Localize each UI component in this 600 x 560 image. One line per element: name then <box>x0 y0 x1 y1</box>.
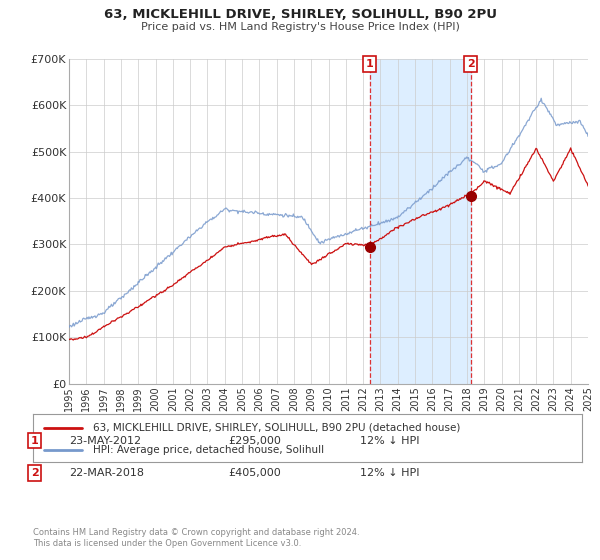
Text: 12% ↓ HPI: 12% ↓ HPI <box>360 436 419 446</box>
Text: 23-MAY-2012: 23-MAY-2012 <box>69 436 141 446</box>
Text: 63, MICKLEHILL DRIVE, SHIRLEY, SOLIHULL, B90 2PU (detached house): 63, MICKLEHILL DRIVE, SHIRLEY, SOLIHULL,… <box>94 423 461 433</box>
Text: 2: 2 <box>31 468 38 478</box>
Text: Contains HM Land Registry data © Crown copyright and database right 2024.
This d: Contains HM Land Registry data © Crown c… <box>33 528 359 548</box>
Text: HPI: Average price, detached house, Solihull: HPI: Average price, detached house, Soli… <box>94 445 325 455</box>
Text: £405,000: £405,000 <box>228 468 281 478</box>
Text: £295,000: £295,000 <box>228 436 281 446</box>
Text: 1: 1 <box>31 436 38 446</box>
Text: 1: 1 <box>366 59 374 69</box>
Text: 22-MAR-2018: 22-MAR-2018 <box>69 468 144 478</box>
Text: 2: 2 <box>467 59 475 69</box>
Text: 12% ↓ HPI: 12% ↓ HPI <box>360 468 419 478</box>
Bar <box>370 59 471 384</box>
Text: 63, MICKLEHILL DRIVE, SHIRLEY, SOLIHULL, B90 2PU: 63, MICKLEHILL DRIVE, SHIRLEY, SOLIHULL,… <box>104 8 497 21</box>
Text: Price paid vs. HM Land Registry's House Price Index (HPI): Price paid vs. HM Land Registry's House … <box>140 22 460 32</box>
